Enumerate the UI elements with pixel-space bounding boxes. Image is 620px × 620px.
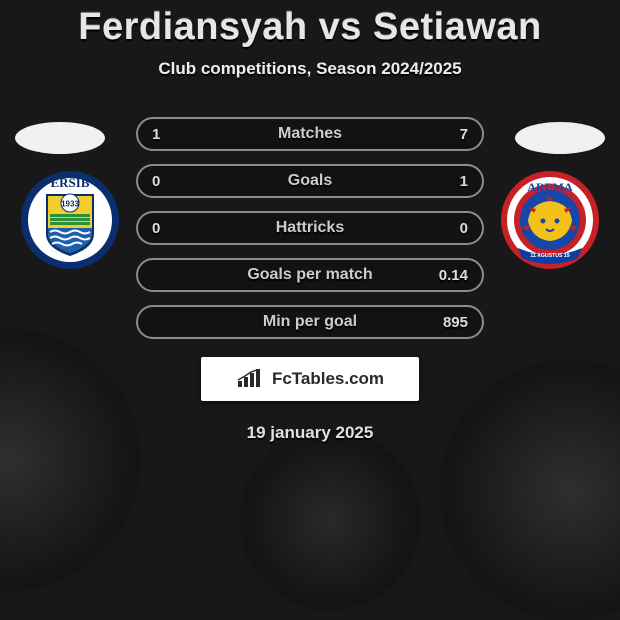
stat-label: Matches (278, 125, 342, 143)
country-flag-left (15, 122, 105, 154)
club-crest-right: AREMA 11 AGUSTUS 19 (500, 170, 600, 270)
stat-right-value: 7 (460, 126, 468, 143)
crest-left-toptext: ERSIB (50, 175, 89, 190)
stat-row: 0 Goals 1 (136, 164, 484, 198)
subtitle: Club competitions, Season 2024/2025 (0, 59, 620, 79)
date-text: 19 january 2025 (0, 423, 620, 443)
stat-row: Goals per match 0.14 (136, 258, 484, 292)
stat-row: Min per goal 895 (136, 305, 484, 339)
stat-label: Goals per match (247, 266, 372, 284)
content: Ferdiansyah vs Setiawan Club competition… (0, 0, 620, 443)
brand-icon (236, 369, 264, 389)
stats-block: 1 Matches 7 0 Goals 1 0 Hattricks 0 Goal… (136, 117, 484, 339)
stat-left-value: 1 (152, 126, 160, 143)
bg-blob (240, 430, 420, 610)
brand-card: FcTables.com (201, 357, 419, 401)
stat-left-value: 0 (152, 220, 160, 237)
crest-right-banner: 11 AGUSTUS 19 (530, 253, 569, 259)
stat-row: 1 Matches 7 (136, 117, 484, 151)
stat-label: Min per goal (263, 313, 357, 331)
crest-left-svg: ERSIB 1933 (20, 170, 120, 270)
stat-label: Goals (288, 172, 332, 190)
crest-left-year: 1933 (61, 200, 79, 209)
country-flag-right (515, 122, 605, 154)
stat-right-value: 1 (460, 173, 468, 190)
stat-left-value: 0 (152, 173, 160, 190)
crest-right-svg: AREMA 11 AGUSTUS 19 (500, 170, 600, 270)
club-crest-left: ERSIB 1933 (20, 170, 120, 270)
page-title: Ferdiansyah vs Setiawan (0, 0, 620, 49)
stat-right-value: 0.14 (439, 267, 468, 284)
stat-row: 0 Hattricks 0 (136, 211, 484, 245)
stat-label: Hattricks (276, 219, 344, 237)
brand-label: FcTables.com (272, 369, 384, 389)
stat-right-value: 0 (460, 220, 468, 237)
stat-right-value: 895 (443, 314, 468, 331)
crest-right-toptext: AREMA (527, 180, 573, 194)
